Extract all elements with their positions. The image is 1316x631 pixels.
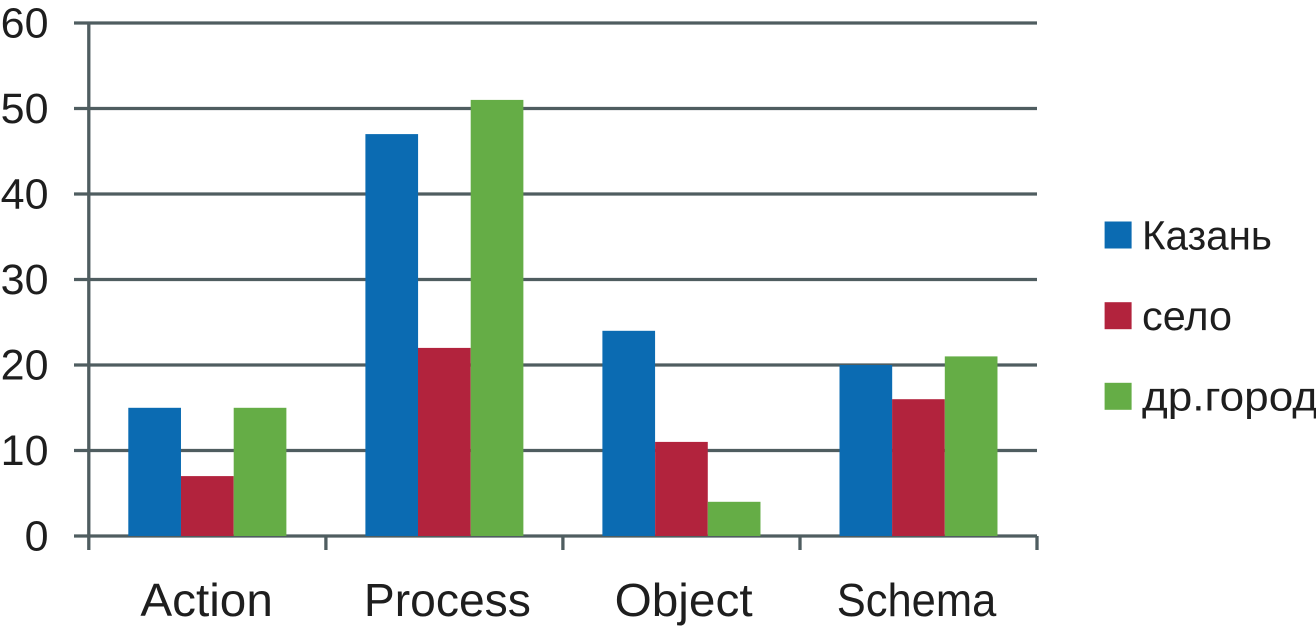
svg-text:10: 10 [1,427,49,475]
svg-text:40: 40 [1,171,49,219]
svg-text:30: 30 [1,256,49,304]
svg-text:др.город: др.город [1142,374,1316,420]
svg-text:50: 50 [1,85,49,133]
svg-text:20: 20 [1,342,49,390]
svg-text:Action: Action [140,574,273,626]
svg-text:Казань: Казань [1142,212,1272,258]
svg-text:0: 0 [25,513,49,561]
svg-text:60: 60 [1,0,49,48]
svg-text:Schema: Schema [837,574,997,626]
svg-text:Process: Process [364,574,531,626]
svg-text:Object: Object [615,574,753,626]
svg-text:село: село [1142,293,1232,339]
